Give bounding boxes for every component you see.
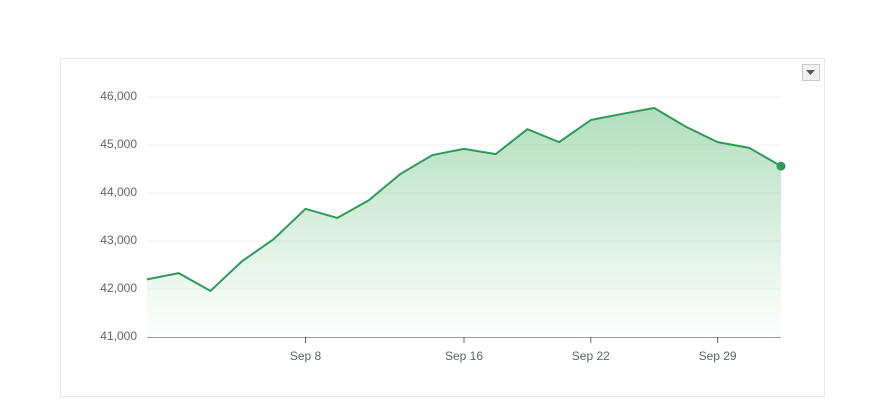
x-tick-label: Sep 29 [699,349,737,363]
x-tick-label: Sep 22 [572,349,610,363]
y-tick-label: 46,000 [100,89,137,103]
y-tick-label: 41,000 [100,329,137,343]
y-tick-label: 45,000 [100,137,137,151]
y-tick-label: 44,000 [100,185,137,199]
line [146,107,782,292]
menu-button[interactable] [802,64,820,81]
last-point [776,161,786,171]
y-tick-label: 43,000 [100,233,137,247]
area-fill [147,108,781,337]
menu-arrow[interactable] [806,70,815,75]
y-tick-label: 42,000 [100,281,137,295]
x-tick-label: Sep 8 [290,349,322,363]
x-tick-label: Sep 16 [445,349,483,363]
